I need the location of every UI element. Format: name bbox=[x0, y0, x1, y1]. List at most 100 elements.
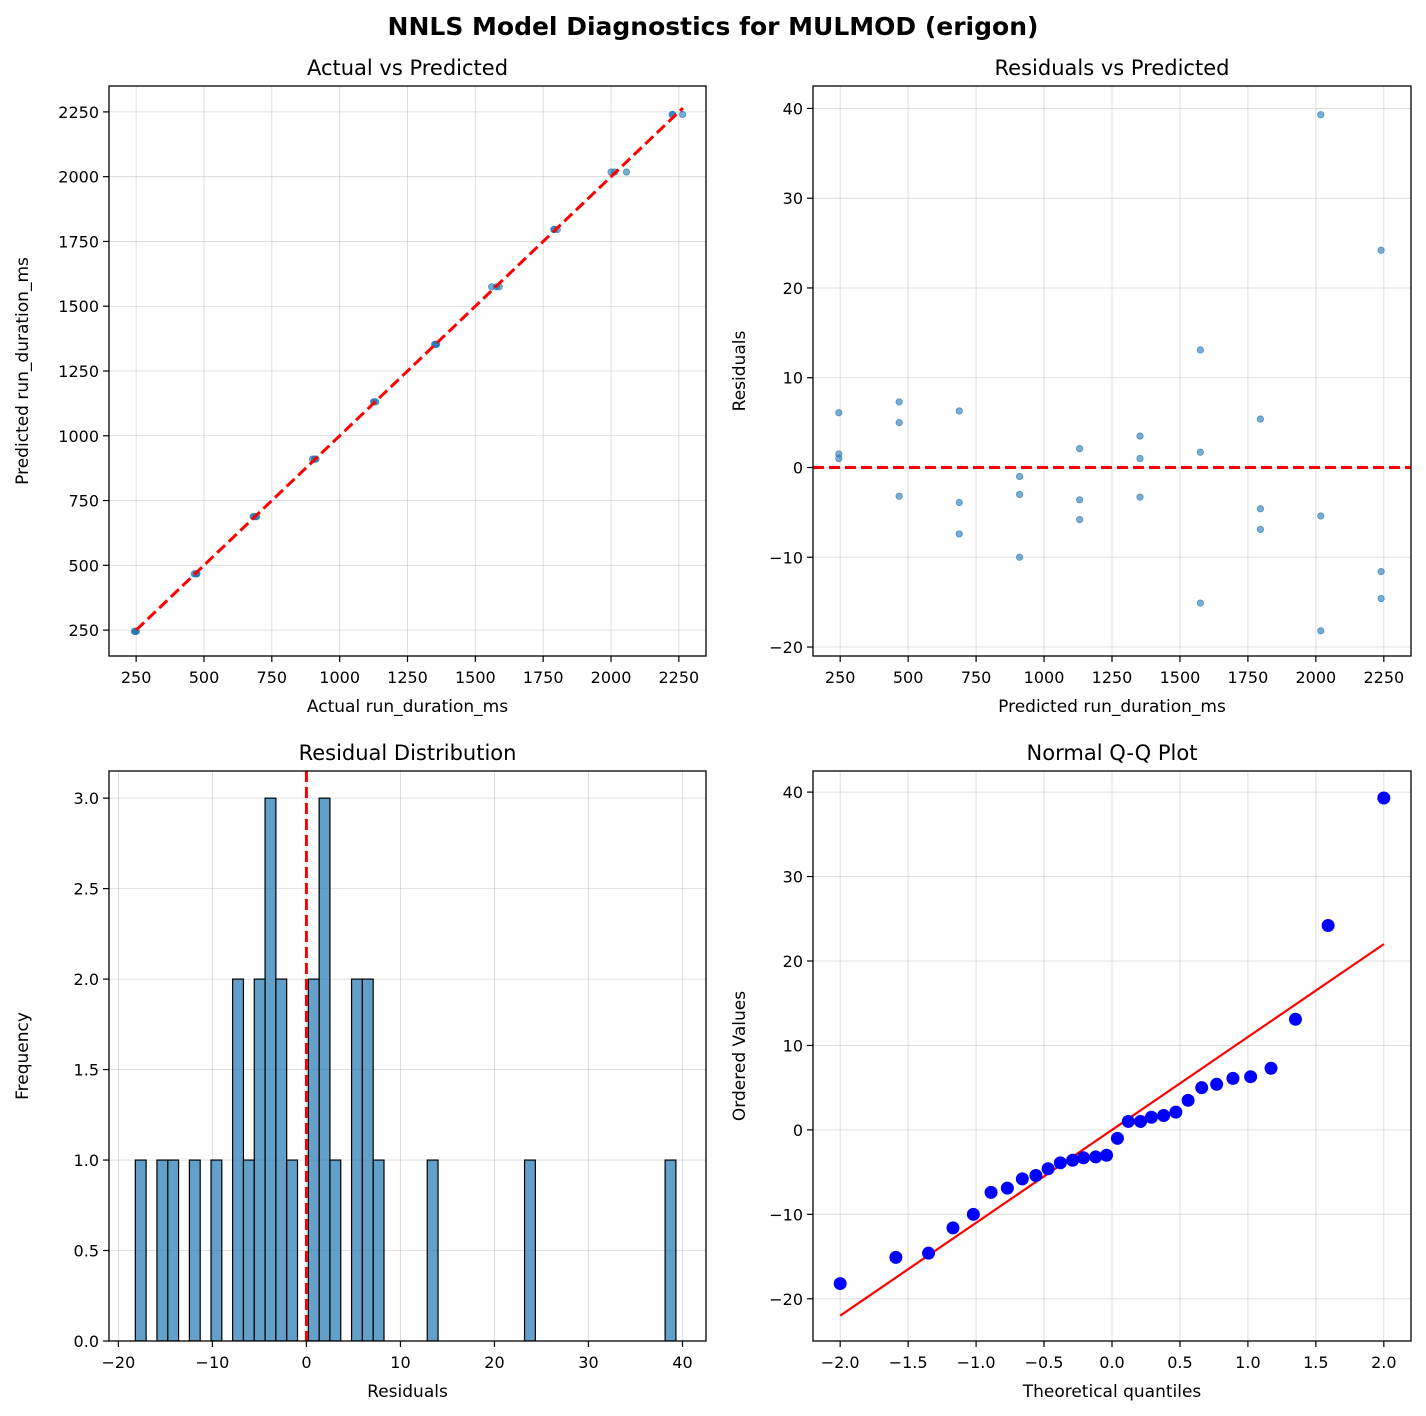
scatter-point bbox=[895, 492, 903, 500]
histogram-bar bbox=[426, 1159, 439, 1341]
x-tick-label: 0 bbox=[301, 1353, 311, 1372]
qq-point bbox=[1134, 1114, 1148, 1128]
x-tick-label: 0.0 bbox=[1099, 1353, 1124, 1372]
y-tick-label: 1250 bbox=[58, 362, 99, 381]
scatter-point bbox=[835, 409, 843, 417]
scatter-point bbox=[622, 168, 631, 176]
scatter-point bbox=[1015, 553, 1024, 561]
y-axis-label: Predicted run_duration_ms bbox=[13, 257, 33, 485]
qq-point bbox=[1226, 1071, 1240, 1085]
x-tick-label: −10 bbox=[196, 1353, 230, 1372]
x-tick-label: 1.5 bbox=[1303, 1353, 1328, 1372]
qq-point bbox=[1121, 1114, 1135, 1128]
y-tick-label: 2250 bbox=[58, 103, 99, 122]
qq-point bbox=[1210, 1077, 1224, 1091]
x-axis-label: Actual run_duration_ms bbox=[307, 697, 508, 717]
figure-title: NNLS Model Diagnostics for MULMOD (erigo… bbox=[388, 12, 1039, 41]
histogram-bar bbox=[664, 1159, 677, 1341]
qq-point bbox=[922, 1246, 936, 1260]
scatter-point bbox=[1015, 490, 1024, 499]
scatter-point bbox=[1317, 627, 1325, 635]
chart-normal_qq: −2.0 −1.5 −1.0 −0.5 0.0 0.5 1.0 1.5 2.0 −20 −10 0 10… bbox=[730, 741, 1412, 1402]
qq-point bbox=[1169, 1105, 1183, 1119]
data-area bbox=[130, 106, 687, 635]
histogram-bar bbox=[275, 978, 288, 1341]
y-tick-label: −10 bbox=[769, 548, 803, 567]
x-tick-label: 1500 bbox=[455, 668, 496, 687]
x-tick-label: 1250 bbox=[1092, 668, 1133, 687]
scatter-point bbox=[1196, 599, 1204, 607]
histogram-bar bbox=[210, 1159, 223, 1341]
histogram-bar bbox=[350, 978, 363, 1341]
qq-point bbox=[889, 1250, 903, 1264]
scatter-point bbox=[679, 110, 687, 119]
histogram-bar bbox=[286, 1159, 299, 1341]
scatter-point bbox=[1256, 415, 1265, 423]
x-tick-label: 750 bbox=[961, 668, 992, 687]
y-tick-label: −10 bbox=[769, 1205, 803, 1224]
x-tick-label: 1000 bbox=[1024, 668, 1065, 687]
y-tick-label: 0 bbox=[793, 1121, 803, 1140]
y-axis-label: Ordered Values bbox=[730, 991, 750, 1121]
x-tick-label: 750 bbox=[257, 668, 288, 687]
y-tick-label: 1750 bbox=[58, 232, 99, 251]
y-tick-label: 0 bbox=[793, 458, 803, 477]
x-tick-label: 2000 bbox=[591, 668, 632, 687]
y-tick-label: 250 bbox=[68, 621, 99, 640]
scatter-point bbox=[1256, 505, 1265, 513]
y-axis-label: Residuals bbox=[730, 331, 750, 412]
y-tick-label: 0.5 bbox=[74, 1242, 99, 1261]
plot-title: Residuals vs Predicted bbox=[995, 56, 1230, 80]
x-tick-label: −2.0 bbox=[821, 1353, 860, 1372]
y-tick-label: 20 bbox=[783, 952, 803, 971]
y-tick-label: 0.0 bbox=[74, 1332, 99, 1351]
y-tick-label: 1.5 bbox=[74, 1061, 99, 1080]
qq-point bbox=[1181, 1093, 1195, 1107]
scatter-point bbox=[955, 530, 963, 538]
scatter-point bbox=[835, 454, 843, 463]
qq-point bbox=[1157, 1109, 1171, 1123]
chart-actual_vs_predicted: 250 500 750 1000 1250 1500 1750 2000 2250 250 500 7… bbox=[13, 56, 707, 717]
scatter-point bbox=[1136, 493, 1144, 501]
qq-point bbox=[1041, 1162, 1055, 1176]
y-tick-label: 40 bbox=[783, 783, 803, 802]
y-tick-label: 2.0 bbox=[74, 970, 99, 989]
y-tick-label: 10 bbox=[783, 1036, 803, 1055]
x-tick-label: 10 bbox=[390, 1353, 410, 1372]
scatter-point bbox=[1317, 111, 1325, 119]
qq-point bbox=[1089, 1150, 1103, 1164]
plot-title: Actual vs Predicted bbox=[307, 56, 508, 80]
y-tick-label: 30 bbox=[783, 868, 803, 887]
qq-point bbox=[1288, 1012, 1302, 1026]
histogram-bar bbox=[372, 1159, 385, 1341]
y-tick-label: 20 bbox=[783, 279, 803, 298]
scatter-point bbox=[1015, 472, 1024, 481]
x-tick-label: 1.0 bbox=[1235, 1353, 1260, 1372]
scatter-point bbox=[1377, 568, 1385, 576]
y-tick-label: 2000 bbox=[58, 168, 99, 187]
qq-point bbox=[1321, 919, 1335, 933]
y-tick-label: −20 bbox=[769, 638, 803, 657]
y-tick-label: −20 bbox=[769, 1290, 803, 1309]
x-tick-label: 1750 bbox=[523, 668, 564, 687]
y-axis-label: Frequency bbox=[13, 1012, 33, 1100]
qq-point bbox=[1377, 791, 1391, 805]
x-tick-label: 2250 bbox=[659, 668, 700, 687]
scatter-point bbox=[895, 419, 903, 427]
scatter-point bbox=[1076, 515, 1084, 524]
identity-reference-line bbox=[135, 106, 684, 632]
scatter-point bbox=[1076, 445, 1084, 453]
histogram-bar bbox=[523, 1159, 536, 1341]
qq-point bbox=[1244, 1070, 1258, 1084]
data-area bbox=[813, 111, 1411, 635]
x-tick-label: −1.0 bbox=[957, 1353, 996, 1372]
scatter-point bbox=[955, 498, 963, 507]
y-tick-label: 750 bbox=[68, 492, 99, 511]
x-tick-label: 40 bbox=[672, 1353, 692, 1372]
y-tick-label: 1500 bbox=[58, 297, 99, 316]
scatter-point bbox=[1256, 525, 1265, 534]
qq-point bbox=[1264, 1061, 1278, 1075]
qq-point bbox=[833, 1277, 847, 1291]
histogram-bar bbox=[167, 1159, 180, 1341]
histogram-bar bbox=[361, 978, 374, 1341]
